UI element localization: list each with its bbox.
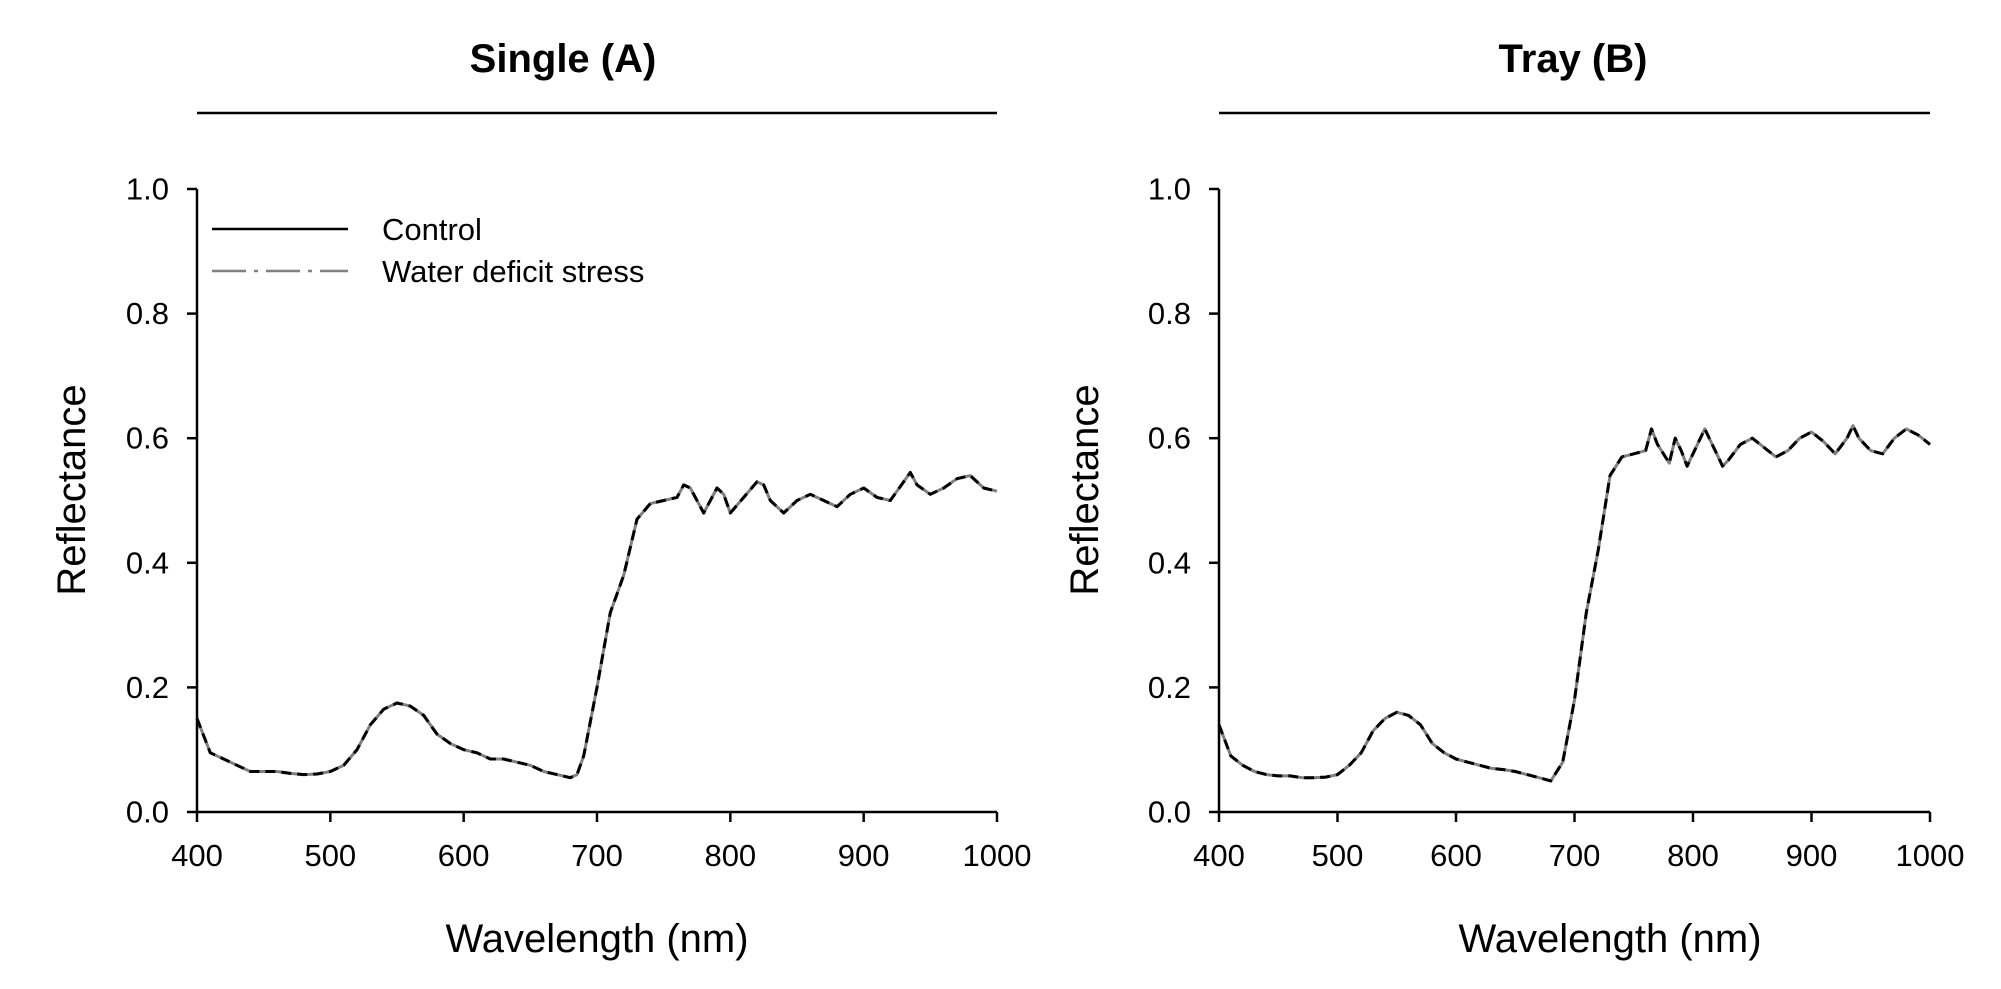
y-axis-ticks: 0.0 0.2 0.4 0.6 0.8 1.0 <box>1148 172 1191 830</box>
y-tick-label: 0.8 <box>126 296 169 331</box>
panel-title: Tray (B) <box>1499 37 1648 81</box>
y-tick-label: 1.0 <box>1148 172 1191 207</box>
y-axis-label: Reflectance <box>1063 384 1107 595</box>
y-tick-label: 0.4 <box>126 545 169 580</box>
x-tick-label: 800 <box>704 838 756 873</box>
y-tick-label: 1.0 <box>126 172 169 207</box>
legend: Control Water deficit stress <box>212 212 644 289</box>
y-tick-label: 0.2 <box>1148 670 1191 705</box>
series-line-control <box>1217 424 1931 783</box>
x-tick-label: 1000 <box>1896 838 1965 873</box>
y-axis-label: Reflectance <box>50 384 94 595</box>
y-axis-ticks: 0.0 0.2 0.4 0.6 0.8 1.0 <box>126 172 169 830</box>
x-tick-label: 500 <box>1312 838 1364 873</box>
x-tick-label: 800 <box>1667 838 1719 873</box>
series-line-water-deficit-stress <box>195 471 998 780</box>
x-axis-ticks: 400 500 600 700 800 900 1000 <box>1193 838 1964 873</box>
legend-label-water-deficit: Water deficit stress <box>382 254 644 289</box>
x-tick-label: 600 <box>1430 838 1482 873</box>
y-tick-label: 0.4 <box>1148 545 1191 580</box>
x-tick-label: 700 <box>1549 838 1601 873</box>
x-axis-ticks: 400 500 600 700 800 900 1000 <box>171 838 1031 873</box>
y-tick-label: 0.6 <box>1148 421 1191 456</box>
x-tick-label: 600 <box>438 838 490 873</box>
x-tick-label: 400 <box>1193 838 1245 873</box>
series-line-control <box>195 471 998 780</box>
x-axis-label: Wavelength (nm) <box>1458 917 1761 961</box>
x-tick-label: 700 <box>571 838 623 873</box>
panel-single-a: Single (A) 0.0 0.2 0.4 0.6 0.8 1.0 400 5… <box>50 37 1031 961</box>
x-tick-label: 900 <box>1786 838 1838 873</box>
panel-tray-b: Tray (B) 0.0 0.2 0.4 0.6 0.8 1.0 400 500… <box>1063 37 1964 961</box>
y-tick-label: 0.0 <box>126 795 169 830</box>
y-tick-label: 0.0 <box>1148 795 1191 830</box>
y-tick-label: 0.6 <box>126 421 169 456</box>
x-axis-label: Wavelength (nm) <box>445 917 748 961</box>
panel-title: Single (A) <box>470 37 657 81</box>
x-tick-label: 400 <box>171 838 223 873</box>
x-tick-label: 900 <box>838 838 890 873</box>
x-tick-label: 1000 <box>963 838 1032 873</box>
legend-label-control: Control <box>382 212 482 247</box>
x-tick-label: 500 <box>304 838 356 873</box>
y-tick-label: 0.8 <box>1148 296 1191 331</box>
series-line-water-deficit-stress <box>1217 424 1931 783</box>
y-tick-label: 0.2 <box>126 670 169 705</box>
